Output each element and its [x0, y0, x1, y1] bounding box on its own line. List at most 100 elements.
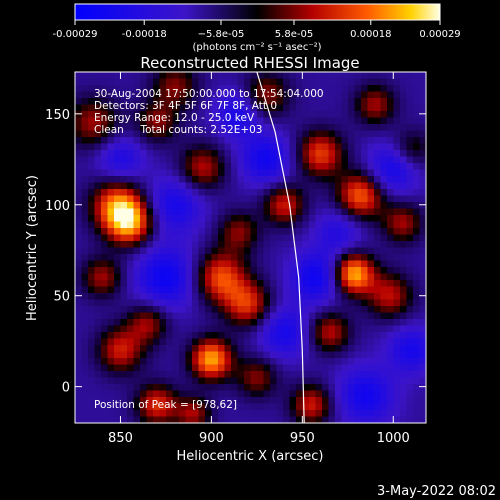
heatmap-pixel [348, 91, 356, 99]
heatmap-pixel [153, 410, 161, 418]
heatmap-pixel [107, 85, 115, 93]
heatmap-pixel [361, 169, 369, 177]
heatmap-pixel [335, 234, 343, 242]
heatmap-pixel [328, 345, 336, 353]
heatmap-pixel [257, 293, 265, 301]
heatmap-pixel [296, 156, 304, 164]
heatmap-pixel [367, 273, 375, 281]
heatmap-pixel [367, 358, 375, 366]
heatmap-pixel [387, 130, 395, 138]
heatmap-pixel [81, 234, 89, 242]
heatmap-pixel [192, 397, 200, 405]
heatmap-pixel [244, 124, 252, 132]
heatmap-pixel [198, 267, 206, 275]
heatmap-pixel [283, 358, 291, 366]
heatmap-pixel [88, 267, 96, 275]
heatmap-pixel [374, 78, 382, 86]
heatmap-pixel [166, 319, 174, 327]
heatmap-pixel [159, 397, 167, 405]
heatmap-pixel [374, 156, 382, 164]
heatmap-pixel [179, 117, 187, 125]
heatmap-pixel [244, 325, 252, 333]
heatmap-pixel [179, 163, 187, 171]
heatmap-pixel [283, 332, 291, 340]
heatmap-pixel [159, 228, 167, 236]
heatmap-pixel [367, 111, 375, 119]
heatmap-pixel [361, 104, 369, 112]
heatmap-pixel [166, 260, 174, 268]
heatmap-pixel [172, 280, 180, 288]
heatmap-pixel [81, 202, 89, 210]
heatmap-pixel [81, 384, 89, 392]
heatmap-pixel [296, 137, 304, 145]
heatmap-pixel [81, 143, 89, 151]
heatmap-pixel [218, 351, 226, 359]
heatmap-pixel [374, 384, 382, 392]
heatmap-pixel [81, 280, 89, 288]
heatmap-pixel [380, 215, 388, 223]
heatmap-pixel [380, 117, 388, 125]
heatmap-pixel [341, 130, 349, 138]
heatmap-pixel [250, 338, 258, 346]
heatmap-pixel [270, 267, 278, 275]
heatmap-pixel [328, 78, 336, 86]
heatmap-pixel [413, 397, 421, 405]
heatmap-pixel [283, 416, 291, 423]
heatmap-pixel [393, 254, 401, 262]
heatmap-pixel [127, 260, 135, 268]
heatmap-pixel [198, 254, 206, 262]
heatmap-pixel [302, 143, 310, 151]
heatmap-pixel [185, 202, 193, 210]
heatmap-pixel [205, 78, 213, 86]
heatmap-pixel [244, 332, 252, 340]
heatmap-pixel [146, 182, 154, 190]
heatmap-pixel [302, 91, 310, 99]
heatmap-pixel [114, 156, 122, 164]
heatmap-pixel [172, 124, 180, 132]
heatmap-pixel [270, 325, 278, 333]
colorbar-tick-label: −5.8e-05 [198, 29, 245, 40]
heatmap-pixel [159, 91, 167, 99]
heatmap-pixel [289, 371, 297, 379]
heatmap-pixel [263, 241, 271, 249]
heatmap-pixel [419, 247, 426, 255]
heatmap-pixel [354, 319, 362, 327]
heatmap-pixel [88, 241, 96, 249]
heatmap-pixel [250, 293, 258, 301]
heatmap-pixel [75, 416, 83, 423]
heatmap-pixel [354, 351, 362, 359]
heatmap-pixel [335, 111, 343, 119]
heatmap-pixel [166, 332, 174, 340]
heatmap-pixel [101, 247, 109, 255]
heatmap-pixel [354, 384, 362, 392]
heatmap-pixel [328, 254, 336, 262]
heatmap-pixel [146, 215, 154, 223]
heatmap-pixel [335, 98, 343, 106]
heatmap-pixel [335, 208, 343, 216]
heatmap-pixel [322, 267, 330, 275]
heatmap-pixel [114, 299, 122, 307]
heatmap-pixel [367, 91, 375, 99]
heatmap-pixel [81, 182, 89, 190]
heatmap-pixel [133, 358, 141, 366]
heatmap-pixel [179, 332, 187, 340]
y-axis-label: Heliocentric Y (arcsec) [25, 175, 40, 321]
heatmap-pixel [114, 202, 122, 210]
heatmap-pixel [166, 150, 174, 158]
heatmap-pixel [413, 286, 421, 294]
heatmap-pixel [250, 234, 258, 242]
heatmap-pixel [179, 273, 187, 281]
heatmap-pixel [309, 312, 317, 320]
heatmap-pixel [276, 215, 284, 223]
heatmap-pixel [101, 117, 109, 125]
heatmap-pixel [237, 325, 245, 333]
heatmap-pixel [406, 111, 414, 119]
heatmap-pixel [257, 104, 265, 112]
heatmap-pixel [341, 176, 349, 184]
heatmap-pixel [198, 319, 206, 327]
heatmap-pixel [198, 260, 206, 268]
heatmap-pixel [159, 137, 167, 145]
heatmap-pixel [367, 169, 375, 177]
heatmap-pixel [94, 169, 102, 177]
